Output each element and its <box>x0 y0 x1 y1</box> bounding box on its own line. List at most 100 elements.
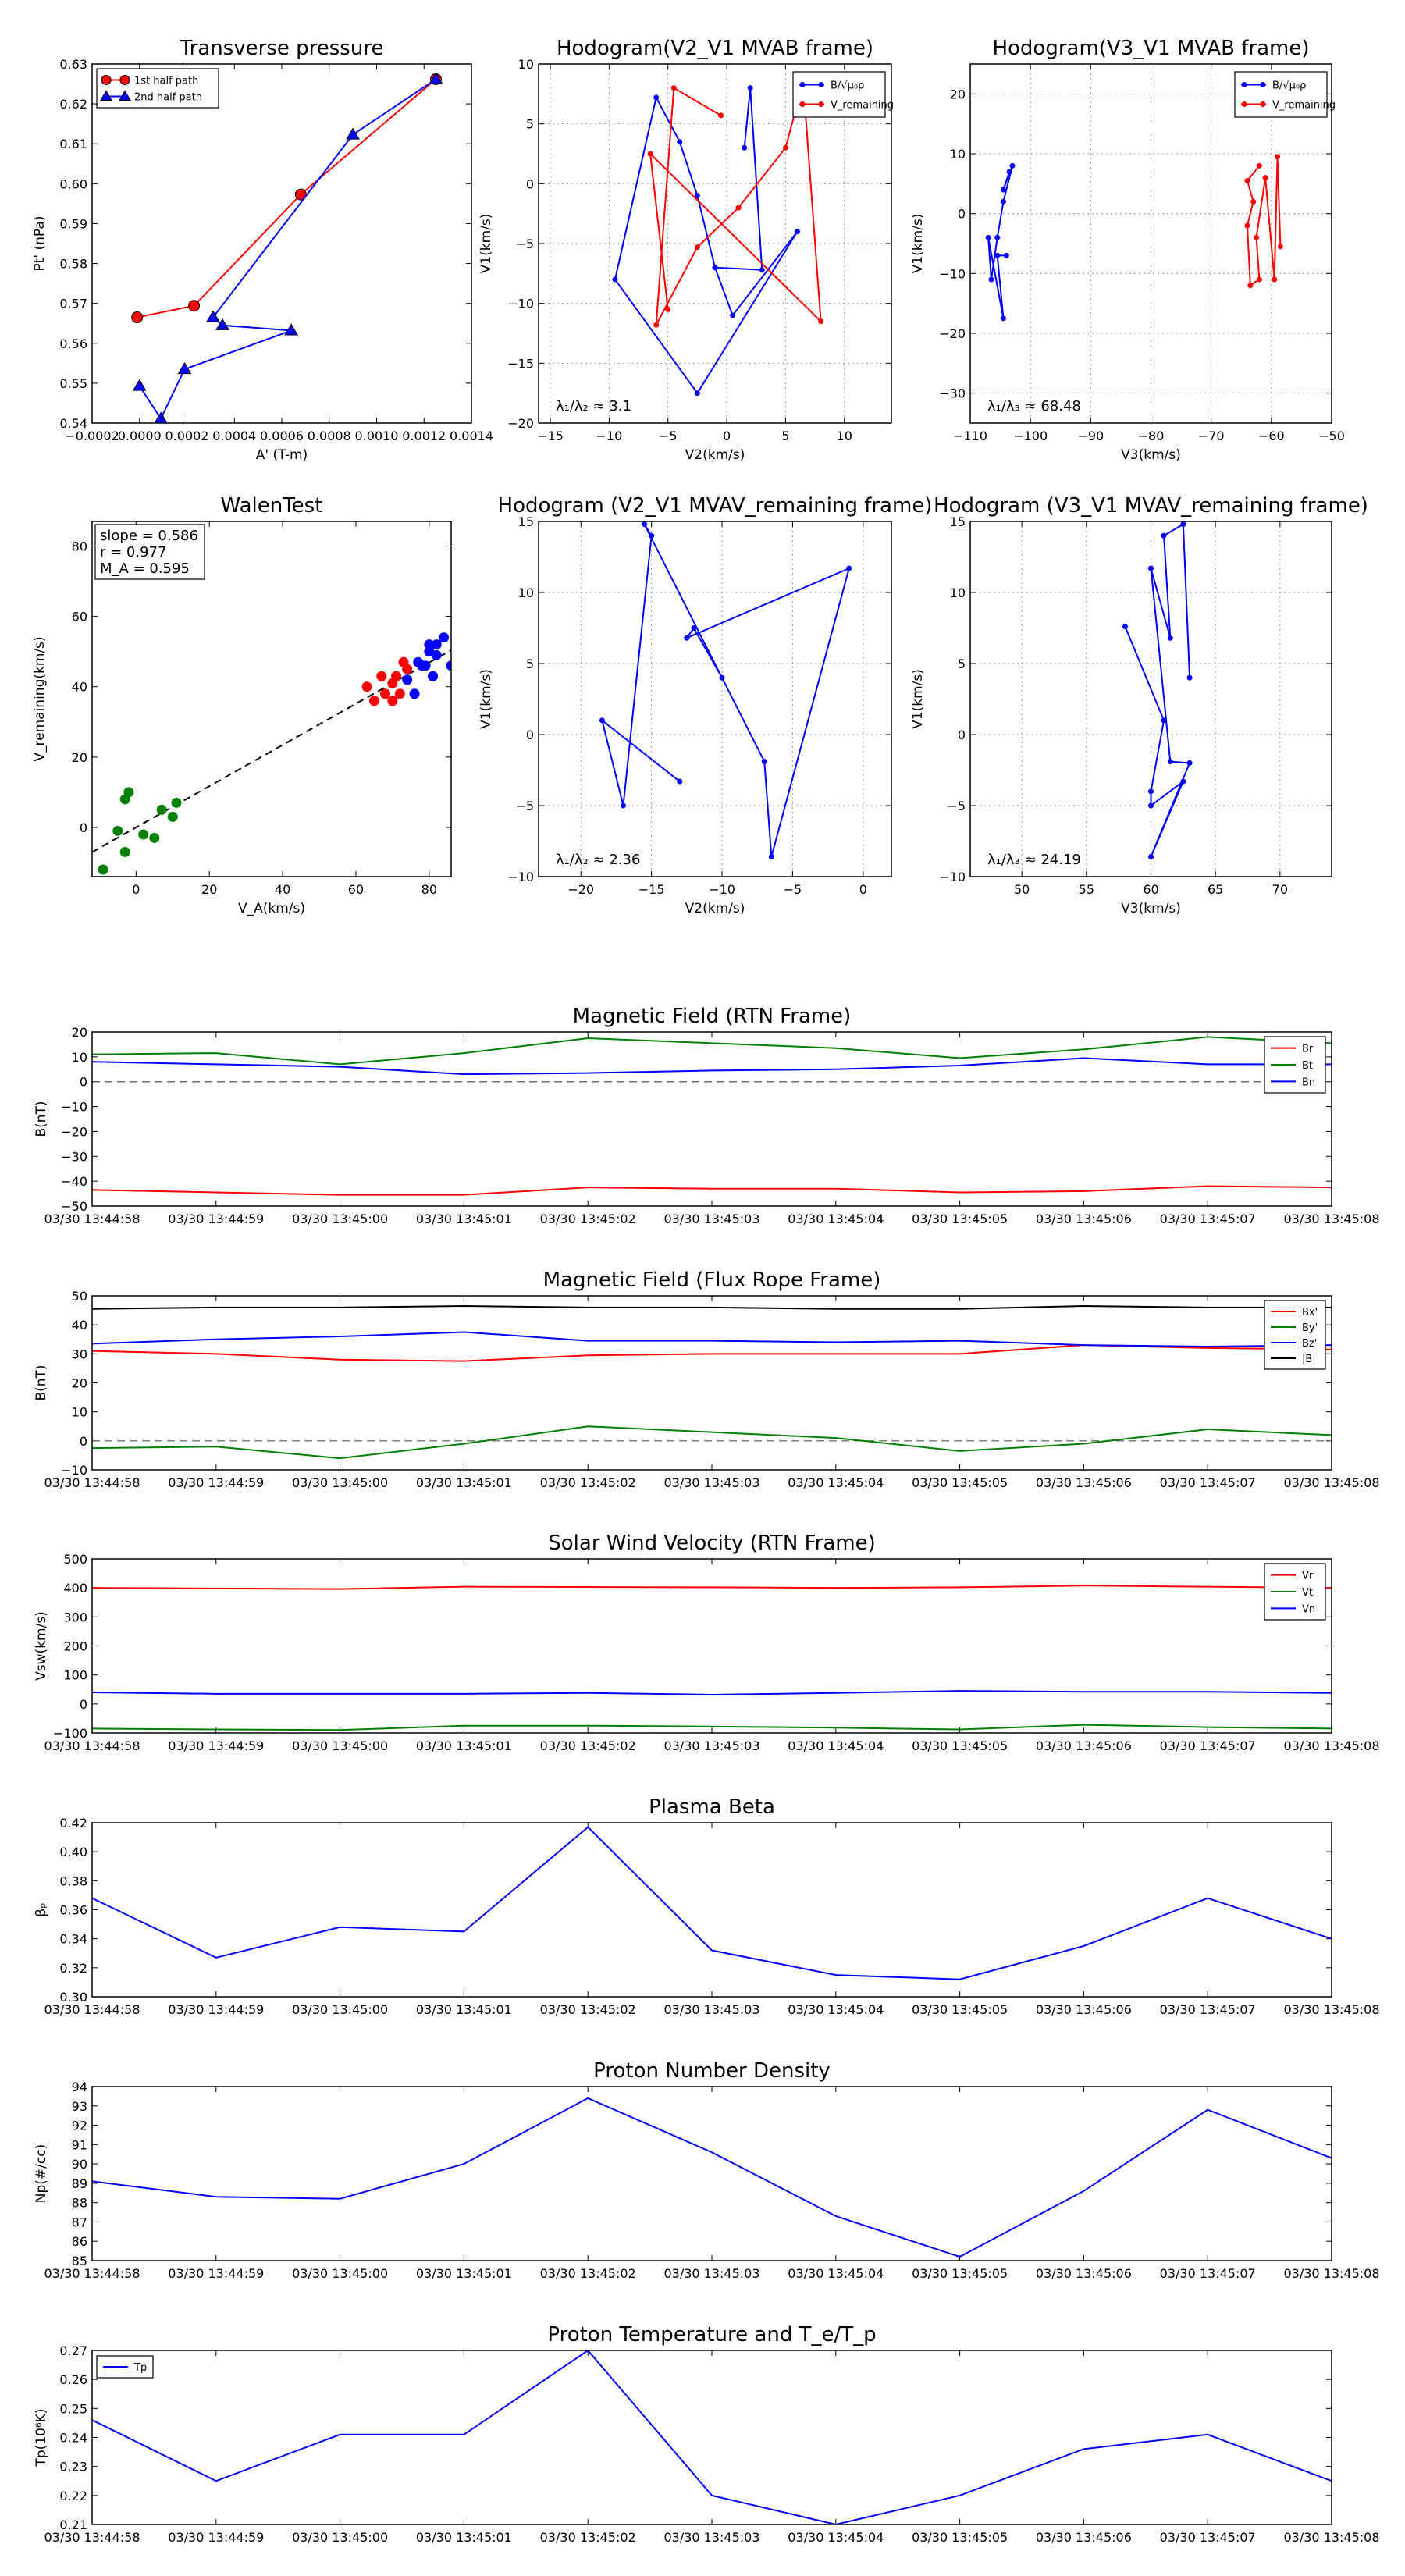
data-point <box>994 252 1001 258</box>
y-tick-label: 0 <box>80 1075 87 1090</box>
data-point <box>394 688 405 699</box>
magnetic-field-rtn-plot-area <box>92 1036 1332 1196</box>
series-line <box>137 78 437 318</box>
series-vt <box>92 1724 1332 1731</box>
x-tick-label: 50 <box>1014 882 1030 897</box>
plot-frame <box>91 2086 1332 2261</box>
data-point <box>653 94 660 101</box>
data-point <box>1180 778 1186 785</box>
x-tick-label: 5 <box>781 429 789 443</box>
y-tick-label: 0.27 <box>59 2343 87 2358</box>
y-tick-label: 0.40 <box>59 1845 87 1859</box>
legend-marker <box>100 90 112 101</box>
series-green <box>98 787 182 875</box>
data-point <box>1250 198 1257 205</box>
legend-label: Vn <box>1302 1603 1315 1615</box>
series-vr <box>92 1585 1332 1590</box>
data-point <box>1244 178 1250 183</box>
magnetic-field-flux-rope-title: Magnetic Field (Flux Rope Frame) <box>543 1268 881 1292</box>
x-tick-label: 03/30 13:45:05 <box>912 2530 1008 2545</box>
x-tick-label: 03/30 13:45:04 <box>788 2002 884 2017</box>
walen-test-title: WalenTest <box>221 494 323 518</box>
data-point <box>446 660 451 671</box>
plasma-beta-ylabel: βₚ <box>34 1902 49 1916</box>
y-tick-label: 0 <box>526 176 534 191</box>
data-point <box>387 696 398 706</box>
series-line <box>92 1036 1332 1066</box>
legend-label: Bt <box>1302 1060 1313 1072</box>
transverse-pressure-title: Transverse pressure <box>180 37 384 60</box>
legend-marker <box>1260 82 1266 87</box>
y-tick-label: 10 <box>72 1050 87 1065</box>
data-point <box>599 717 605 724</box>
y-tick-label: 0.61 <box>59 137 87 151</box>
x-tick-label: 03/30 13:45:03 <box>663 2266 759 2281</box>
data-point <box>98 864 108 875</box>
data-point <box>670 85 677 91</box>
y-tick-label: 400 <box>63 1581 87 1596</box>
x-tick-label: 03/30 13:44:58 <box>44 1212 140 1226</box>
legend-label: Vt <box>1302 1587 1313 1599</box>
proton-number-density-chart: Proton Number Density 85 86 87 88 89 90 91 92 93 9… <box>34 2059 1380 2281</box>
data-point <box>1000 187 1006 193</box>
x-tick-label: 03/30 13:45:04 <box>788 1212 884 1226</box>
plot-frame <box>538 63 892 424</box>
y-tick-label: −20 <box>939 326 966 341</box>
x-tick-label: 03/30 13:45:00 <box>292 2530 388 2545</box>
data-point <box>1262 175 1268 181</box>
x-tick-label: 65 <box>1208 882 1223 897</box>
plot-frame <box>969 521 1332 877</box>
y-tick-label: 10 <box>72 1405 87 1420</box>
x-tick-label: 03/30 13:45:01 <box>416 1738 512 1753</box>
walen-test-xlabel: V_A(km/s) <box>238 901 305 916</box>
legend-marker <box>1260 101 1266 107</box>
y-tick-label: 91 <box>72 2137 87 2152</box>
y-tick-label: −5 <box>515 799 534 813</box>
data-point <box>284 323 299 336</box>
series-v-remaining <box>1244 154 1283 289</box>
hodogram-v3-v1-mvav-ylabel: V1(km/s) <box>910 669 926 729</box>
data-point <box>402 674 413 685</box>
series-v <box>1122 521 1193 860</box>
y-tick-label: −20 <box>61 1124 87 1139</box>
series-beta <box>92 1826 1332 1980</box>
data-point <box>649 532 655 539</box>
x-tick-label: 03/30 13:45:01 <box>416 1475 512 1490</box>
x-tick-label: 03/30 13:45:02 <box>540 2530 636 2545</box>
data-point <box>747 85 753 91</box>
hodogram-v2-v1-mvav-plot-area <box>599 521 852 860</box>
y-tick-label: 0.26 <box>59 2372 87 2387</box>
data-point <box>112 825 123 836</box>
data-point <box>138 829 149 840</box>
y-tick-label: 10 <box>950 585 966 600</box>
x-tick-label: 03/30 13:45:07 <box>1160 2266 1256 2281</box>
y-tick-label: 10 <box>518 585 534 600</box>
x-tick-label: 03/30 13:45:03 <box>663 2530 759 2545</box>
magnetic-field-flux-rope-plot-area <box>92 1305 1332 1460</box>
transverse-pressure-ylabel: Pt' (nPa) <box>32 216 48 272</box>
x-tick-label: 0.0014 <box>450 429 493 443</box>
data-point <box>167 811 178 822</box>
series-br <box>92 1185 1332 1196</box>
x-tick-label: −50 <box>1318 429 1345 443</box>
x-tick-label: −110 <box>953 429 987 443</box>
legend-label: Bz' <box>1302 1338 1317 1350</box>
legend-marker <box>101 75 112 85</box>
data-point <box>1186 674 1193 681</box>
x-tick-label: 03/30 13:44:58 <box>44 2002 140 2017</box>
y-tick-label: 0.38 <box>59 1873 87 1888</box>
data-point <box>718 112 724 119</box>
y-tick-label: 40 <box>72 680 87 695</box>
legend-label: V_remaining <box>831 100 894 112</box>
x-tick-label: −5 <box>659 429 678 443</box>
x-tick-label: 03/30 13:45:02 <box>540 2002 636 2017</box>
eigen-ratio-annotation: λ₁/λ₃ ≈ 68.48 <box>987 398 1081 415</box>
y-tick-label: −40 <box>61 1174 87 1189</box>
x-tick-label: 03/30 13:45:02 <box>540 1212 636 1226</box>
y-tick-label: 0.42 <box>59 1816 87 1831</box>
hodogram-v3-v1-mvab-title: Hodogram(V3_V1 MVAB frame) <box>992 37 1309 60</box>
x-tick-label: 03/30 13:45:05 <box>912 1212 1008 1226</box>
walen-test-ylabel: V_remaining(km/s) <box>32 636 48 761</box>
data-point <box>1247 283 1254 289</box>
data-point <box>694 390 700 397</box>
